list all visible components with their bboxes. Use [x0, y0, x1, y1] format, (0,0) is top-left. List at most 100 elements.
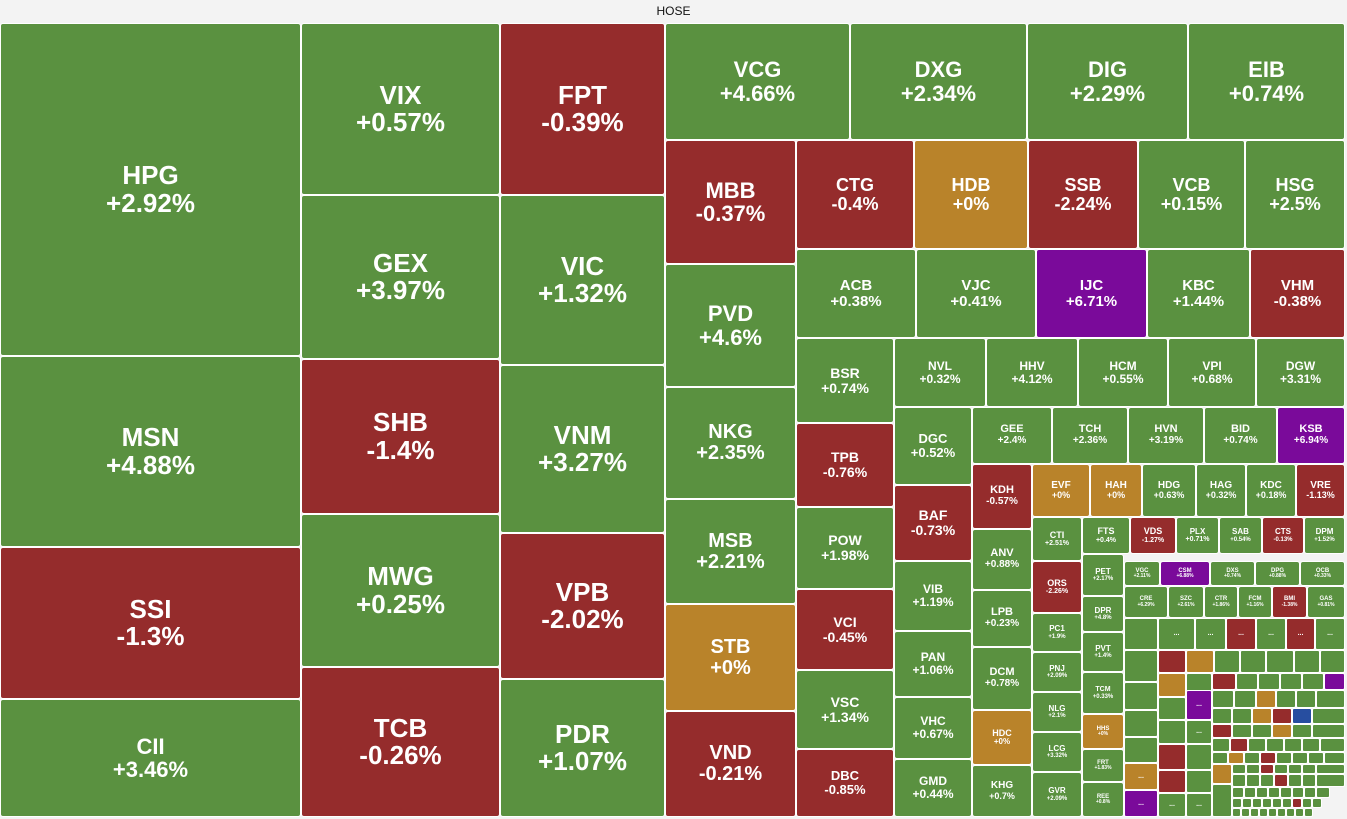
tile-small-90[interactable] — [1268, 787, 1280, 798]
tile-vnd[interactable]: VND -0.21% — [665, 711, 796, 817]
tile-lpb[interactable]: LPB +0.23% — [972, 590, 1032, 647]
tile-small-99[interactable] — [1272, 798, 1282, 808]
tile-small-2[interactable]: ... — [1195, 618, 1226, 650]
tile-ocb[interactable]: OCB +0.33% — [1300, 561, 1345, 586]
tile-small-91[interactable] — [1280, 787, 1292, 798]
tile-bsr[interactable]: BSR +0.74% — [796, 338, 894, 423]
tile-fpt[interactable]: FPT -0.39% — [500, 23, 665, 195]
tile-small-103[interactable] — [1312, 798, 1322, 808]
tile-small-4[interactable]: ... — [1256, 618, 1286, 650]
tile-small-86[interactable] — [1316, 774, 1345, 787]
tile-small-48[interactable] — [1158, 744, 1186, 770]
tile-gee[interactable]: GEE +2.4% — [972, 407, 1052, 464]
tile-small-27[interactable] — [1234, 690, 1256, 708]
tile-small-101[interactable] — [1292, 798, 1302, 808]
tile-hdc[interactable]: HDC +0% — [972, 710, 1032, 765]
tile-small-77[interactable]: ... — [1158, 793, 1186, 817]
tile-small-61[interactable] — [1276, 752, 1292, 764]
tile-small-34[interactable]: ... — [1186, 720, 1212, 744]
tile-small-72[interactable] — [1274, 764, 1288, 774]
tile-small-87[interactable] — [1232, 787, 1244, 798]
tile-hcm[interactable]: HCM +0.55% — [1078, 338, 1168, 407]
tile-small-51[interactable] — [1230, 738, 1248, 752]
tile-cts[interactable]: CTS -0.13% — [1262, 517, 1304, 554]
tile-hhv[interactable]: HHV +4.12% — [986, 338, 1078, 407]
tile-small-78[interactable]: ... — [1186, 793, 1212, 817]
tile-small-60[interactable] — [1260, 752, 1276, 764]
tile-small-10[interactable] — [1214, 650, 1240, 673]
tile-vjc[interactable]: VJC +0.41% — [916, 249, 1036, 338]
tile-msn[interactable]: MSN +4.88% — [0, 356, 301, 547]
tile-stb[interactable]: STB +0% — [665, 604, 796, 711]
tile-small-7[interactable] — [1124, 650, 1158, 682]
tile-vhc[interactable]: VHC +0.67% — [894, 697, 972, 759]
tile-small-97[interactable] — [1252, 798, 1262, 808]
tile-small-104[interactable] — [1232, 808, 1241, 817]
tile-small-74[interactable] — [1302, 764, 1316, 774]
tile-anv[interactable]: ANV +0.88% — [972, 529, 1032, 590]
tile-pow[interactable]: POW +1.98% — [796, 507, 894, 589]
tile-dpg[interactable]: DPG +0.88% — [1255, 561, 1300, 586]
tile-small-39[interactable] — [1292, 708, 1312, 724]
tile-small-62[interactable] — [1292, 752, 1308, 764]
tile-small-88[interactable] — [1244, 787, 1256, 798]
tile-acb[interactable]: ACB +0.38% — [796, 249, 916, 338]
tile-small-65[interactable]: ... — [1124, 763, 1158, 790]
tile-small-95[interactable] — [1232, 798, 1242, 808]
tile-ijc[interactable]: IJC +6.71% — [1036, 249, 1147, 338]
tile-hhs[interactable]: HHS +0% — [1082, 714, 1124, 749]
tile-vci[interactable]: VCI -0.45% — [796, 589, 894, 670]
tile-eib[interactable]: EIB +0.74% — [1188, 23, 1345, 140]
tile-small-18[interactable] — [1236, 673, 1258, 690]
tile-small-79[interactable] — [1212, 784, 1232, 817]
tile-small-70[interactable] — [1246, 764, 1260, 774]
tile-shb[interactable]: SHB -1.4% — [301, 359, 500, 514]
tile-small-17[interactable] — [1212, 673, 1236, 690]
tile-small-32[interactable] — [1124, 710, 1158, 737]
tile-small-64[interactable] — [1324, 752, 1345, 764]
tile-khg[interactable]: KHG +0.7% — [972, 765, 1032, 817]
tile-nkg[interactable]: NKG +2.35% — [665, 387, 796, 499]
tile-lcg[interactable]: LCG +3.32% — [1032, 732, 1082, 772]
tile-small-37[interactable] — [1252, 708, 1272, 724]
tile-hvn[interactable]: HVN +3.19% — [1128, 407, 1204, 464]
tile-vpi[interactable]: VPI +0.68% — [1168, 338, 1256, 407]
tile-hag[interactable]: HAG +0.32% — [1196, 464, 1246, 517]
tile-hpg[interactable]: HPG +2.92% — [0, 23, 301, 356]
tile-small-94[interactable] — [1316, 787, 1330, 798]
tile-vib[interactable]: VIB +1.19% — [894, 561, 972, 631]
tile-dxg[interactable]: DXG +2.34% — [850, 23, 1027, 140]
tile-small-40[interactable] — [1312, 708, 1345, 724]
tile-ree[interactable]: REE +0.8% — [1082, 782, 1124, 817]
tile-pc1[interactable]: PC1 +1.9% — [1032, 613, 1082, 652]
tile-small-106[interactable] — [1250, 808, 1259, 817]
tile-small-67[interactable] — [1186, 770, 1212, 793]
tile-vic[interactable]: VIC +1.32% — [500, 195, 665, 365]
tile-small-105[interactable] — [1241, 808, 1250, 817]
tile-gas[interactable]: GAS +0.81% — [1307, 586, 1345, 618]
tile-csm[interactable]: CSM +6.88% — [1160, 561, 1210, 586]
tile-small-53[interactable] — [1266, 738, 1284, 752]
tile-small-15[interactable] — [1158, 673, 1186, 697]
tile-small-96[interactable] — [1242, 798, 1252, 808]
tile-vcg[interactable]: VCG +4.66% — [665, 23, 850, 140]
tile-pan[interactable]: PAN +1.06% — [894, 631, 972, 697]
tile-small-45[interactable] — [1292, 724, 1312, 738]
tile-dbc[interactable]: DBC -0.85% — [796, 749, 894, 817]
tile-small-21[interactable] — [1302, 673, 1324, 690]
tile-small-5[interactable]: ... — [1286, 618, 1315, 650]
tile-cii[interactable]: CII +3.46% — [0, 699, 301, 817]
tile-bmi[interactable]: BMI -1.38% — [1272, 586, 1307, 618]
tile-msb[interactable]: MSB +2.21% — [665, 499, 796, 604]
tile-tch[interactable]: TCH +2.36% — [1052, 407, 1128, 464]
tile-small-14[interactable] — [1320, 650, 1345, 673]
tile-small-28[interactable] — [1256, 690, 1276, 708]
tile-small-9[interactable] — [1186, 650, 1214, 673]
tile-vgc[interactable]: VGC +2.11% — [1124, 561, 1160, 586]
tile-tpb[interactable]: TPB -0.76% — [796, 423, 894, 507]
tile-small-69[interactable] — [1232, 764, 1246, 774]
tile-small-85[interactable] — [1302, 774, 1316, 787]
tile-pet[interactable]: PET +2.17% — [1082, 554, 1124, 596]
tile-kdc[interactable]: KDC +0.18% — [1246, 464, 1296, 517]
tile-ssb[interactable]: SSB -2.24% — [1028, 140, 1138, 249]
